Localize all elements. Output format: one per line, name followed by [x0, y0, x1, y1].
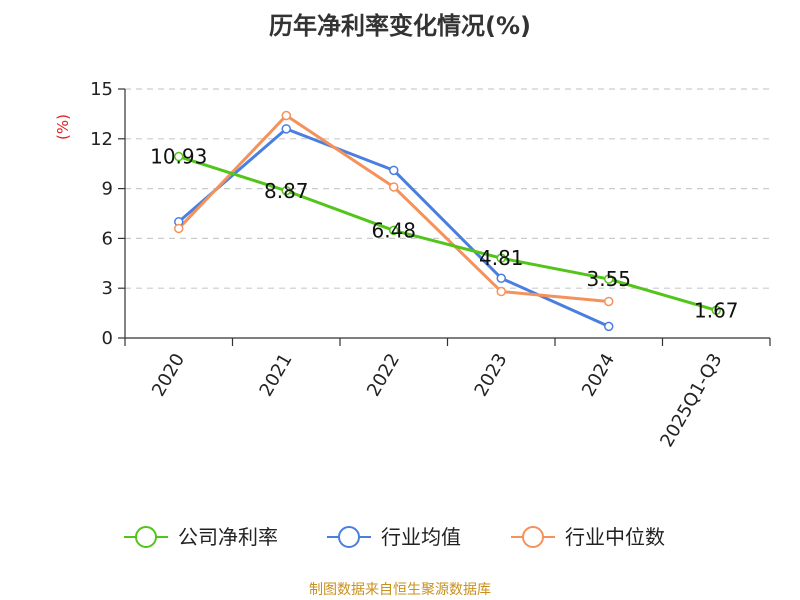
- data-point: [281, 186, 291, 196]
- data-point: [496, 253, 506, 263]
- y-tick-label: 15: [90, 79, 113, 100]
- legend: 公司净利率 行业均值 行业中位数: [124, 525, 665, 549]
- gridlines: [125, 88, 770, 289]
- legend-item: 行业均值: [327, 525, 461, 549]
- data-point: [281, 110, 291, 121]
- axes: [118, 88, 771, 346]
- data-point: [174, 151, 184, 162]
- y-tick-label: 0: [102, 328, 113, 349]
- legend-label: 行业中位数: [565, 525, 665, 549]
- series-line: [177, 114, 609, 303]
- series-lines: [177, 114, 717, 328]
- x-tick-labels: 2020 2021 2022 2023 2024 2025Q1-Q3: [148, 350, 727, 451]
- data-point: [604, 321, 614, 332]
- legend-swatch-marker: [522, 526, 544, 548]
- data-point: [604, 274, 614, 284]
- y-tick-label: 12: [90, 129, 113, 150]
- data-label: 10.93: [150, 145, 207, 169]
- legend-label: 行业均值: [381, 525, 461, 549]
- y-tick-label: 9: [102, 179, 113, 200]
- data-labels: 10.93 8.87 6.48 4.81 3.55 1.67: [150, 145, 738, 323]
- data-label: 8.87: [264, 179, 309, 203]
- data-point: [389, 182, 399, 192]
- data-label: 3.55: [586, 267, 631, 291]
- x-tick-label: 2022: [363, 350, 404, 400]
- data-point: [496, 273, 506, 283]
- data-point: [389, 225, 399, 236]
- x-tick-label: 2025Q1-Q3: [656, 350, 726, 451]
- y-tick-labels: 0 3 6 9 12 15: [90, 79, 113, 349]
- x-tick-label: 2023: [470, 350, 511, 400]
- legend-swatch-marker: [338, 526, 360, 548]
- legend-item: 公司净利率: [124, 525, 278, 549]
- y-tick-label: 3: [102, 278, 113, 299]
- series-line: [178, 155, 717, 312]
- data-point: [604, 296, 614, 307]
- source-note: 制图数据来自恒生聚源数据库: [309, 582, 491, 598]
- legend-swatch-marker: [135, 526, 157, 548]
- data-point: [389, 165, 399, 176]
- legend-item: 行业中位数: [511, 525, 665, 549]
- x-tick-label: 2024: [578, 350, 619, 400]
- series-points: [174, 110, 721, 332]
- data-label: 6.48: [371, 218, 416, 242]
- chart-title: 历年净利率变化情况(%): [269, 12, 531, 40]
- data-point: [281, 124, 291, 134]
- x-tick-label: 2021: [255, 350, 296, 400]
- legend-label: 公司净利率: [178, 525, 278, 549]
- y-tick-label: 6: [102, 228, 113, 249]
- data-label: 1.67: [694, 298, 739, 322]
- y-axis-label: (%): [54, 114, 72, 140]
- data-point: [174, 223, 184, 234]
- data-point: [711, 305, 721, 316]
- data-point: [496, 286, 506, 297]
- x-tick-label: 2020: [148, 350, 189, 400]
- data-label: 4.81: [479, 246, 524, 270]
